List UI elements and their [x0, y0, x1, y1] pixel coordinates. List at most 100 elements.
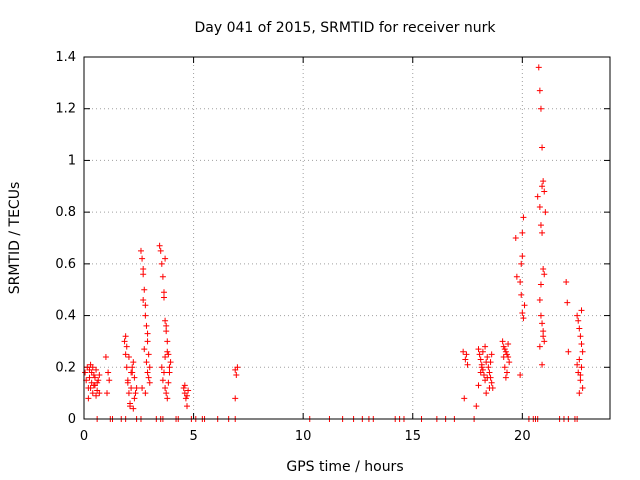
- y-tick-label: 0.2: [55, 360, 76, 375]
- data-point: [519, 309, 526, 316]
- data-point: [487, 359, 494, 366]
- data-point: [123, 343, 130, 350]
- x-tick-label: 15: [404, 429, 421, 444]
- y-tick-label: 0.6: [55, 257, 76, 272]
- data-point: [122, 351, 129, 358]
- data-point: [94, 379, 101, 386]
- data-point: [133, 384, 140, 391]
- data-point: [164, 338, 171, 345]
- data-point: [159, 377, 166, 384]
- data-point: [93, 392, 100, 399]
- data-point: [144, 330, 151, 337]
- data-point: [164, 348, 171, 355]
- data-point: [142, 302, 149, 309]
- data-point: [90, 382, 97, 389]
- data-point: [162, 317, 169, 324]
- data-point: [182, 395, 189, 402]
- data-point: [486, 384, 493, 391]
- data-point: [519, 229, 526, 236]
- data-point: [578, 364, 585, 371]
- data-point: [540, 178, 547, 185]
- data-point: [539, 320, 546, 327]
- data-point: [537, 105, 544, 112]
- data-point: [540, 266, 547, 273]
- data-point: [106, 377, 113, 384]
- data-point: [82, 369, 89, 376]
- data-point: [87, 384, 94, 391]
- data-point: [537, 312, 544, 319]
- data-point: [159, 273, 166, 280]
- data-point: [480, 372, 487, 379]
- data-point: [131, 374, 138, 381]
- data-point: [534, 193, 541, 200]
- data-point: [520, 315, 527, 322]
- y-tick-label: 0.8: [55, 205, 76, 220]
- data-point: [500, 343, 507, 350]
- data-point: [125, 390, 132, 397]
- x-tick-label: 10: [295, 429, 312, 444]
- data-point: [503, 351, 510, 358]
- data-point: [123, 364, 130, 371]
- data-point: [122, 333, 129, 340]
- data-point: [160, 294, 167, 301]
- data-point: [140, 297, 147, 304]
- data-point: [141, 286, 148, 293]
- data-point: [488, 379, 495, 386]
- data-point: [130, 359, 137, 366]
- data-point: [140, 271, 147, 278]
- data-point: [162, 255, 169, 262]
- data-point: [537, 281, 544, 288]
- data-point: [139, 255, 146, 262]
- data-point: [518, 260, 525, 267]
- data-point: [131, 395, 138, 402]
- data-point: [130, 405, 137, 412]
- axis-ticks: 0 0.2 0.4 0.6 0.8 1 1.2 1.4 0 5 10 15 20: [55, 50, 610, 444]
- data-point: [160, 369, 167, 376]
- data-point: [89, 364, 96, 371]
- data-point: [484, 353, 491, 360]
- data-point: [86, 374, 93, 381]
- data-point: [156, 242, 163, 249]
- data-point: [500, 353, 507, 360]
- data-point: [501, 364, 508, 371]
- data-point: [520, 214, 527, 221]
- data-point: [162, 353, 169, 360]
- data-point: [473, 403, 480, 410]
- data-point: [121, 338, 128, 345]
- data-point: [160, 289, 167, 296]
- data-point: [484, 374, 491, 381]
- data-point: [476, 351, 483, 358]
- x-tick-label: 0: [80, 429, 88, 444]
- data-point: [232, 395, 239, 402]
- data-point: [576, 356, 583, 363]
- data-point: [185, 387, 192, 394]
- data-point: [128, 384, 135, 391]
- y-tick-label: 1.4: [55, 50, 76, 65]
- data-point: [181, 382, 188, 389]
- data-point: [536, 343, 543, 350]
- data-point: [577, 333, 584, 340]
- data-point: [143, 359, 150, 366]
- data-point: [91, 374, 98, 381]
- data-point: [540, 328, 547, 335]
- data-point: [105, 369, 112, 376]
- data-point: [144, 369, 151, 376]
- data-point: [145, 374, 152, 381]
- data-point: [536, 297, 543, 304]
- data-point: [95, 377, 102, 384]
- data-point: [574, 361, 581, 368]
- data-point: [89, 390, 96, 397]
- data-point: [166, 364, 173, 371]
- data-point: [517, 278, 524, 285]
- data-point: [132, 390, 139, 397]
- data-point: [234, 364, 241, 371]
- data-point: [137, 247, 144, 254]
- data-point: [539, 144, 546, 151]
- data-point: [462, 356, 469, 363]
- x-axis-label: GPS time / hours: [286, 459, 403, 475]
- data-point: [464, 361, 471, 368]
- data-point: [536, 203, 543, 210]
- data-point: [460, 348, 467, 355]
- data-point: [535, 64, 542, 71]
- data-point: [478, 364, 485, 371]
